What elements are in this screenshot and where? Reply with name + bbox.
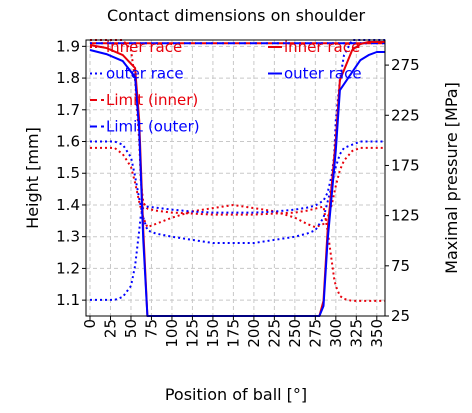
x-tick-label: 350 — [368, 319, 386, 348]
y-left-tick-label: 1.8 — [56, 69, 80, 87]
legend-label: outer race — [106, 65, 184, 83]
legend-left: inner race outer race Limit (inner) Limit (… — [90, 38, 200, 136]
x-axis-label: Position of ball [°] — [165, 385, 307, 404]
legend-label: inner race — [284, 38, 360, 56]
x-tick-label: 0 — [81, 319, 99, 329]
series-line-outer-race-left — [90, 140, 385, 244]
x-tick-label: 175 — [224, 319, 242, 348]
x-tick-label: 325 — [347, 319, 365, 348]
y-left-tick-label: 1.4 — [56, 196, 80, 214]
y-right-tick-label: 75 — [391, 257, 410, 275]
legend-label: outer race — [284, 65, 362, 83]
x-tick-label: 125 — [183, 319, 201, 348]
x-tick-label: 300 — [327, 319, 345, 348]
x-tick-label: 275 — [306, 319, 324, 348]
y-right-tick-label: 225 — [391, 106, 420, 124]
y-left-tick-label: 1.5 — [56, 164, 80, 182]
x-tick-label: 150 — [204, 319, 222, 348]
y-right-tick-label: 175 — [391, 156, 420, 174]
series-line-inner-race-right — [90, 39, 385, 302]
x-tick-label: 50 — [122, 319, 140, 338]
x-tick-label: 250 — [286, 319, 304, 348]
series-line-inner-race-left — [90, 146, 385, 229]
y-left-tick-label: 1.7 — [56, 101, 80, 119]
y-left-tick-label: 1.1 — [56, 291, 80, 309]
x-tick-label: 75 — [142, 319, 160, 338]
legend-right: inner race outer race — [268, 38, 362, 83]
y-left-tick-label: 1.2 — [56, 259, 80, 277]
y-right-axis-label: Maximal pressure [MPa] — [442, 82, 461, 274]
y-right-tick-label: 125 — [391, 207, 420, 225]
x-tick-label: 225 — [265, 319, 283, 348]
y-left-axis-label: Height [mm] — [23, 127, 42, 229]
x-tick-label: 100 — [163, 319, 181, 348]
y-left-axis-ticks: 1.1 1.2 1.3 1.4 1.5 1.6 1.7 1.8 1.9 — [56, 37, 86, 309]
y-right-axis-ticks: 25 75 125 175 225 275 — [385, 56, 420, 325]
y-right-tick-label: 25 — [391, 307, 410, 325]
legend-label: Limit (inner) — [106, 91, 198, 109]
x-tick-label: 200 — [245, 319, 263, 348]
y-left-tick-label: 1.3 — [56, 228, 80, 246]
legend-label: Limit (outer) — [106, 118, 200, 136]
x-tick-label: 25 — [101, 319, 119, 338]
y-left-tick-label: 1.9 — [56, 37, 80, 55]
y-right-tick-label: 275 — [391, 56, 420, 74]
y-left-tick-label: 1.6 — [56, 133, 80, 151]
legend-label: inner race — [106, 38, 182, 56]
chart-title: Contact dimensions on shoulder — [107, 6, 366, 25]
x-axis-ticks: 0 25 50 75 100 125 150 175 200 225 250 275 300 325 350 — [81, 316, 386, 348]
plot-frame — [85, 39, 386, 317]
